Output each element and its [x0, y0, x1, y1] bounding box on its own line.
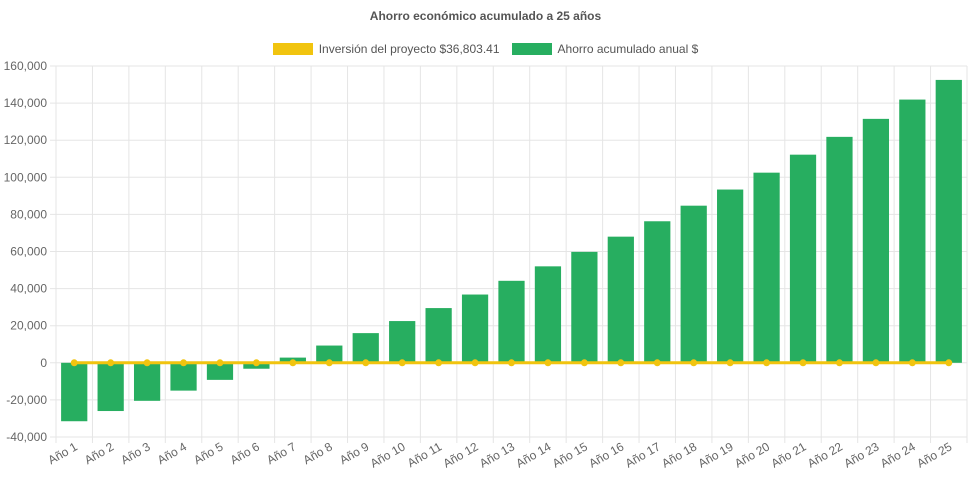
x-tick-label: Año 17 [623, 439, 663, 470]
y-tick-label: -20,000 [6, 393, 47, 407]
bar [789, 154, 817, 363]
bar [753, 172, 780, 363]
chart-title: Ahorro económico acumulado a 25 años [369, 9, 602, 23]
x-tick-label: Año 15 [550, 439, 590, 470]
x-tick-label: Año 19 [696, 439, 736, 470]
x-tick-label: Año 11 [405, 439, 444, 470]
x-tick-label: Año 5 [191, 439, 225, 467]
bar [97, 362, 124, 412]
bar [498, 280, 525, 363]
line-point [216, 359, 224, 367]
legend-swatch-investment [272, 43, 313, 55]
bar [352, 333, 379, 363]
legend-label-investment: Inversión del proyecto $36,803.41 [318, 42, 500, 56]
bar [425, 308, 452, 363]
x-tick-label: Año 12 [441, 439, 481, 470]
bar [461, 294, 489, 363]
line-point [471, 359, 479, 367]
bar [680, 205, 707, 363]
line-point [70, 359, 78, 367]
line-point [398, 359, 406, 367]
bar [206, 362, 234, 380]
bar [316, 345, 343, 363]
line-point [945, 359, 953, 367]
bar [133, 362, 161, 401]
x-tick-label: Año 18 [659, 439, 699, 470]
y-tick-label: 40,000 [10, 282, 47, 296]
bar [170, 362, 197, 391]
line-point [617, 359, 625, 367]
line-point [252, 359, 260, 367]
x-tick-label: Año 6 [228, 439, 262, 467]
line-point [763, 359, 771, 367]
x-tick-label: Año 22 [805, 439, 845, 470]
line-point [799, 359, 807, 367]
x-tick-label: Año 16 [586, 439, 626, 470]
x-tick-label: Año 21 [769, 439, 809, 470]
legend-swatch-savings [511, 43, 552, 55]
bar [61, 362, 88, 422]
x-tick-label: Año 2 [82, 439, 116, 467]
line-point [435, 359, 443, 367]
legend: Inversión del proyecto $36,803.41 Ahorro… [0, 42, 971, 56]
y-tick-label: 120,000 [4, 133, 48, 147]
x-tick-label: Año 4 [155, 439, 189, 467]
line-point [908, 359, 916, 367]
bar [389, 321, 416, 363]
bar [644, 221, 671, 363]
y-tick-label: 140,000 [4, 96, 48, 110]
line-point [690, 359, 698, 367]
x-tick-label: Año 14 [513, 439, 553, 470]
x-tick-label: Año 10 [368, 439, 408, 470]
bar [826, 136, 853, 363]
y-tick-label: 80,000 [10, 207, 47, 221]
line-point [835, 359, 843, 367]
line-point [180, 359, 188, 367]
line-point [325, 359, 333, 367]
bar [717, 189, 744, 363]
line-point [362, 359, 370, 367]
bar [607, 236, 634, 363]
bar [862, 118, 890, 363]
x-tick-label: Año 1 [46, 439, 80, 467]
y-tick-label: 0 [40, 356, 47, 370]
y-tick-label: -40,000 [6, 430, 47, 444]
legend-item-savings[interactable]: Ahorro acumulado anual $ [511, 42, 699, 56]
line-point [872, 359, 880, 367]
x-tick-label: Año 7 [264, 439, 298, 467]
line-point [508, 359, 515, 367]
line-point [544, 359, 552, 367]
x-tick-label: Año 20 [732, 439, 772, 470]
line-point [143, 359, 151, 367]
y-tick-label: 160,000 [4, 59, 48, 73]
bar [899, 99, 926, 363]
bar [571, 251, 598, 363]
x-tick-label: Año 25 [914, 439, 954, 470]
x-tick-label: Año 23 [841, 439, 881, 470]
line-point [107, 359, 115, 367]
line-point [653, 359, 661, 367]
y-tick-label: 60,000 [10, 245, 47, 259]
legend-label-savings: Ahorro acumulado anual $ [557, 42, 699, 56]
line-point [580, 359, 588, 367]
x-tick-label: Año 24 [878, 439, 918, 470]
y-tick-label: 20,000 [10, 319, 47, 333]
bar [935, 79, 962, 363]
x-tick-label: Año 3 [118, 439, 152, 467]
legend-item-investment[interactable]: Inversión del proyecto $36,803.41 [272, 42, 500, 56]
x-tick-label: Año 13 [477, 439, 517, 470]
bar [534, 266, 562, 363]
x-tick-label: Año 9 [337, 439, 371, 467]
y-tick-label: 100,000 [4, 170, 48, 184]
line-point [726, 359, 734, 367]
x-tick-label: Año 8 [301, 439, 335, 467]
line-point [289, 359, 297, 367]
